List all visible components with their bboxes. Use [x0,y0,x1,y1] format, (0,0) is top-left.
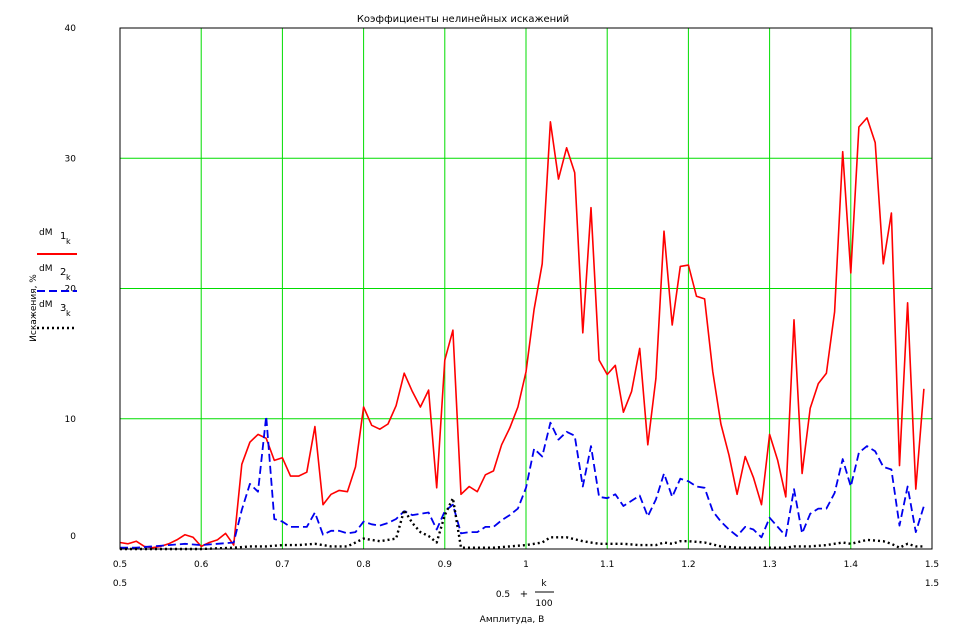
chart-title: Коэффициенты нелинейных искажений [357,14,569,25]
x-tick-label: 1.3 [762,560,776,570]
x-tick-label: 1.2 [681,560,695,570]
x-tick-labels: 0.5 0.6 0.7 0.8 0.9 1 1.1 1.2 1.3 1.4 1.5 [113,560,939,570]
y-tick-label: 20 [65,285,77,295]
legend: dM 1 k dM 2 k dM 3 k [37,228,77,330]
x-tick-label: 1.4 [844,560,859,570]
legend-series-2-subsub: k [66,273,71,282]
plot-frame [119,27,933,550]
x-tick-label: 0.8 [356,560,371,570]
x-tick-label: 1.1 [600,560,614,570]
x-expr-plus: + [520,589,528,600]
x-range-right-label: 1.5 [925,579,939,589]
x-expr-numerator: k [541,579,547,589]
x-tick-label: 0.9 [438,560,453,570]
x-tick-label: 0.7 [275,560,289,570]
series-line-3 [120,497,924,551]
legend-series-2-sub: 2 [60,267,66,278]
x-tick-label: 0.5 [113,560,127,570]
legend-series-2-main: dM [39,264,52,274]
legend-series-1-subsub: k [66,237,71,246]
x-expr-denominator: 100 [535,599,552,609]
legend-series-1-sub: 1 [60,231,66,242]
x-range-left-label: 0.5 [113,579,127,589]
series-line-2 [120,415,925,549]
legend-series-1-main: dM [39,228,52,238]
y-axis-label: Искажения, % [29,274,39,342]
series-layer [119,117,925,551]
grid [120,28,932,549]
x-axis-label: Амплитуда, В [480,615,545,625]
y-tick-labels: 0 10 20 30 40 [65,24,77,542]
legend-series-3-main: dM [39,300,52,310]
x-expression: 0.5 + k 100 [496,579,554,609]
x-tick-label: 1.5 [925,560,939,570]
y-tick-label: 40 [65,24,77,34]
y-tick-label: 30 [65,154,77,164]
legend-series-3-subsub: k [66,309,71,318]
y-tick-label: 10 [65,415,77,425]
legend-series-3-sub: 3 [60,303,66,314]
x-tick-label: 1 [523,560,529,570]
y-tick-label: 0 [70,532,76,542]
x-expr-left: 0.5 [496,590,510,600]
series-line-1 [119,117,925,549]
x-tick-label: 0.6 [194,560,209,570]
